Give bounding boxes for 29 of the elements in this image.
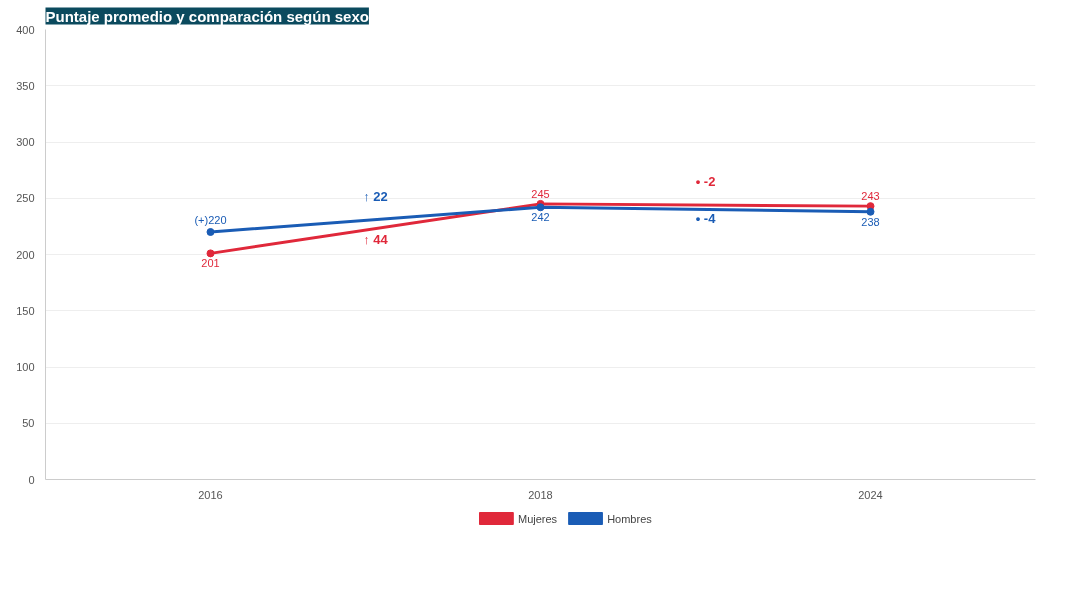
chart-title: Puntaje promedio y comparación según sexo — [45, 7, 369, 25]
x-tick-label: 2016 — [198, 488, 223, 501]
y-tick-label: 200 — [16, 248, 35, 261]
y-tick-label: 400 — [16, 23, 35, 36]
y-tick-label: 350 — [16, 79, 35, 92]
data-label: 201 — [201, 257, 220, 270]
point — [206, 249, 215, 258]
y-tick-label: 50 — [22, 417, 35, 430]
annotation: ↑ 44 — [363, 232, 389, 248]
point — [206, 228, 215, 236]
y-tick-label: 100 — [16, 361, 35, 373]
data-label: (+)220 — [194, 214, 227, 226]
point — [536, 203, 545, 212]
legend-label: Hombres — [607, 512, 653, 525]
x-tick-label: 2018 — [528, 488, 553, 501]
y-tick-label: 0 — [28, 473, 35, 486]
annotation: • -2 — [695, 173, 716, 189]
y-tick-label: 150 — [16, 304, 35, 317]
data-label: 242 — [531, 211, 550, 224]
y-tick-label: 250 — [16, 192, 35, 205]
x-tick-label: 2024 — [858, 488, 883, 501]
data-label: 238 — [861, 215, 880, 228]
data-label: 245 — [531, 187, 550, 200]
annotation: • -4 — [695, 211, 717, 226]
data-label: 243 — [861, 190, 880, 203]
legend-label: Mujeres — [517, 512, 558, 525]
point — [866, 207, 875, 216]
annotation: ↑ 22 — [363, 188, 388, 204]
y-tick-label: 300 — [16, 136, 35, 148]
